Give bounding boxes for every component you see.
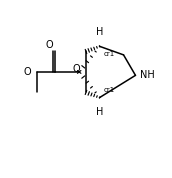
Text: O: O — [73, 64, 80, 74]
Text: H: H — [96, 107, 103, 117]
Text: NH: NH — [140, 70, 154, 80]
Text: cr1: cr1 — [104, 51, 115, 57]
Text: cr1: cr1 — [104, 87, 115, 93]
Text: O: O — [46, 40, 53, 51]
Text: H: H — [96, 27, 103, 37]
Text: O: O — [23, 67, 31, 77]
